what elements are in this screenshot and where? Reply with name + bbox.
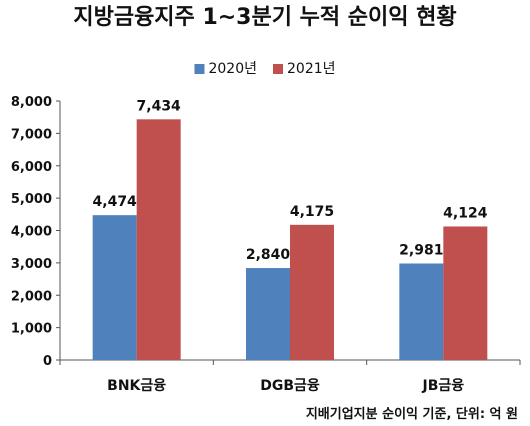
plot-area: 0 1,000 2,000 3,000 4,000 5,000 6,000 7,000 8,00… [11, 95, 521, 394]
data-label: 4,175 [290, 204, 334, 220]
legend-swatch [273, 64, 283, 74]
bar [399, 263, 444, 360]
y-tick-label: 8,000 [11, 95, 52, 110]
y-tick-label: 3,000 [11, 257, 52, 272]
category-label: JB금융 [422, 378, 465, 394]
y-tick-label: 2,000 [11, 289, 52, 304]
data-label: 7,434 [137, 98, 182, 114]
data-label: 4,474 [93, 194, 138, 210]
y-tick-label: 5,000 [11, 192, 52, 207]
legend-item: 2020년 [194, 61, 257, 77]
chart-title: 지방금융지주 1~3분기 누적 순이익 현황 [73, 5, 456, 30]
data-label: 4,124 [443, 205, 488, 221]
bars: 4,474 7,434 2,840 4,175 2,981 4,124 [93, 98, 488, 360]
category-label: BNK금융 [107, 378, 166, 394]
y-tick-label: 7,000 [11, 127, 52, 142]
y-tick-label: 4,000 [11, 225, 52, 240]
bar [443, 226, 488, 360]
category-label: DGB금융 [260, 378, 320, 394]
data-label: 2,981 [399, 242, 443, 258]
data-label: 2,840 [246, 247, 291, 263]
bar [290, 224, 334, 360]
category-labels: BNK금융 DGB금융 JB금융 [59, 360, 521, 394]
source-note: 지배기업지분 순이익 기준, 단위: 억 원 [306, 406, 518, 422]
bar [246, 268, 290, 360]
y-axis-ticks: 0 1,000 2,000 3,000 4,000 5,000 6,000 7,000 8,00… [11, 95, 60, 369]
legend-label: 2020년 [208, 61, 257, 77]
bar [92, 215, 137, 360]
legend-swatch [194, 64, 205, 74]
bar [136, 119, 181, 360]
legend: 2020년 2021년 [194, 61, 336, 77]
y-tick-label: 6,000 [11, 160, 52, 175]
legend-item: 2021년 [273, 61, 336, 77]
legend-label: 2021년 [287, 61, 336, 77]
y-tick-label: 1,000 [11, 322, 52, 337]
y-tick-label: 0 [43, 354, 52, 369]
